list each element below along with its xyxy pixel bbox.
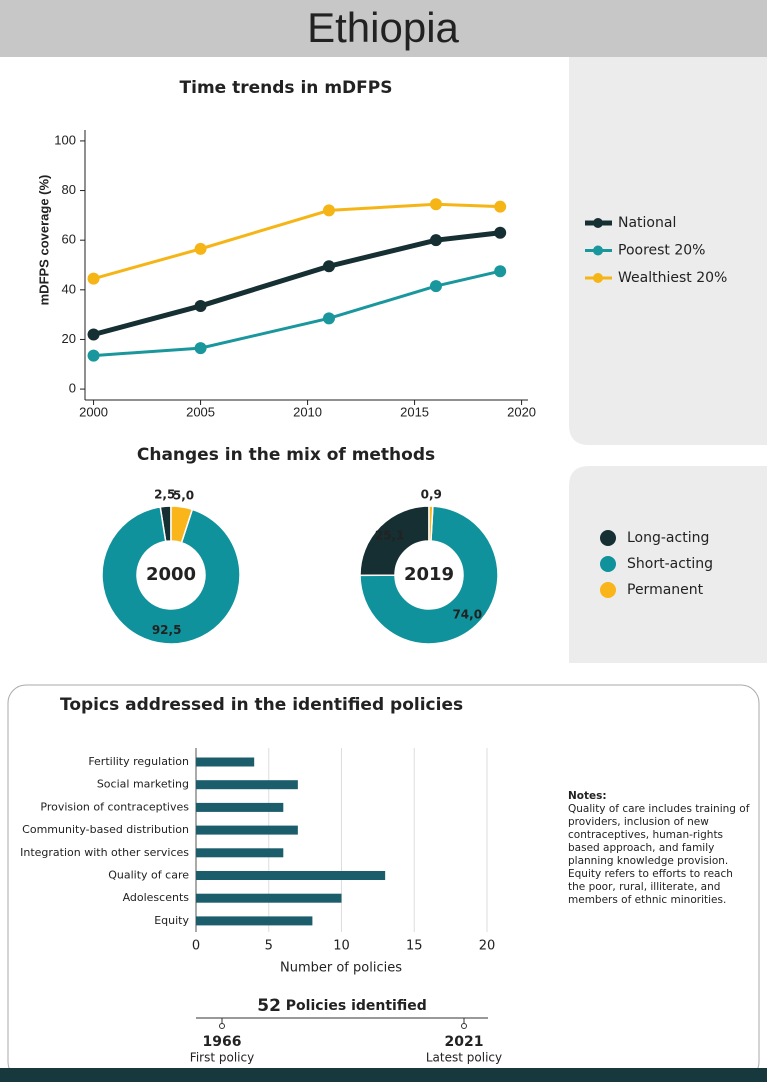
header-band bbox=[0, 0, 767, 57]
value-label: 92,5 bbox=[152, 623, 182, 637]
end-year: 2021 bbox=[445, 1034, 484, 1050]
y-tick-label: Provision of contraceptives bbox=[40, 800, 189, 813]
y-tick-label: Adolescents bbox=[123, 891, 190, 904]
y-tick-label: 100 bbox=[54, 132, 76, 147]
legend-panel bbox=[569, 57, 767, 445]
y-tick-label: Fertility regulation bbox=[88, 755, 189, 768]
end-label: Latest policy bbox=[426, 1051, 502, 1065]
legend-label: National bbox=[618, 215, 676, 231]
footer-band bbox=[0, 1068, 767, 1082]
count-label: Policies identified bbox=[286, 998, 427, 1014]
chart-title: Changes in the mix of methods bbox=[137, 445, 435, 465]
x-tick-label: 5 bbox=[265, 939, 273, 954]
legend-swatch-dot bbox=[593, 218, 603, 228]
timeline-dot bbox=[461, 1023, 467, 1029]
start-label: First policy bbox=[190, 1051, 254, 1065]
pie-segment bbox=[170, 505, 194, 544]
bar bbox=[196, 871, 386, 880]
x-tick-label: 0 bbox=[192, 939, 200, 954]
notes: Notes: Quality of care includes training… bbox=[568, 790, 753, 907]
bar bbox=[196, 848, 284, 858]
center-label: 2000 bbox=[146, 564, 196, 585]
y-tick-label: Community-based distribution bbox=[22, 823, 189, 836]
pie-segment bbox=[428, 505, 434, 542]
data-point bbox=[429, 198, 442, 211]
data-point bbox=[494, 265, 507, 278]
legend-swatch bbox=[600, 556, 616, 572]
policy-count: 52 Policies identified bbox=[257, 996, 427, 1016]
data-point bbox=[429, 234, 442, 247]
x-tick-label: 2010 bbox=[293, 404, 322, 419]
x-tick-label: 2005 bbox=[186, 404, 215, 419]
y-tick-label: Quality of care bbox=[108, 869, 189, 882]
pie-segment bbox=[359, 505, 499, 645]
legend-label: Poorest 20% bbox=[618, 243, 706, 259]
bar bbox=[196, 893, 342, 903]
x-tick-label: 15 bbox=[406, 939, 423, 954]
bar bbox=[196, 916, 313, 926]
pie-segment bbox=[101, 505, 241, 645]
data-point bbox=[429, 280, 442, 293]
start-year: 1966 bbox=[203, 1034, 242, 1050]
value-label: 2,5 bbox=[154, 488, 175, 502]
y-tick-label: Integration with other services bbox=[20, 846, 189, 859]
legend-swatch bbox=[600, 530, 616, 546]
legend-label: Short-acting bbox=[627, 556, 713, 572]
bar bbox=[196, 802, 284, 812]
chart-title: Time trends in mDFPS bbox=[180, 78, 393, 98]
y-tick-label: 80 bbox=[62, 182, 76, 197]
bar bbox=[196, 825, 298, 835]
legend-swatch bbox=[600, 582, 616, 598]
legend-label: Long-acting bbox=[627, 530, 709, 546]
y-tick-label: 40 bbox=[62, 281, 76, 296]
value-label: 74,0 bbox=[452, 608, 482, 622]
data-point bbox=[194, 242, 207, 255]
notes-heading: Notes: bbox=[568, 790, 607, 802]
timeline-dot bbox=[219, 1023, 225, 1029]
value-label: 5,0 bbox=[173, 488, 194, 502]
value-label: 25,1 bbox=[375, 528, 405, 542]
x-tick-label: 2000 bbox=[79, 404, 108, 419]
y-tick-label: Equity bbox=[154, 914, 189, 927]
legend-label: Wealthiest 20% bbox=[618, 270, 727, 286]
count: 52 bbox=[257, 996, 281, 1016]
legend-swatch-dot bbox=[593, 245, 603, 256]
legend-label: Permanent bbox=[627, 582, 704, 598]
data-point bbox=[322, 204, 335, 217]
chart-title: Topics addressed in the identified polic… bbox=[60, 695, 463, 715]
x-tick-label: 20 bbox=[479, 939, 496, 954]
y-axis-label: mDFPS coverage (%) bbox=[36, 175, 51, 306]
data-point bbox=[194, 342, 207, 355]
y-tick-label: 0 bbox=[69, 381, 76, 396]
data-point bbox=[322, 260, 335, 273]
data-point bbox=[494, 226, 507, 239]
value-label: 0,9 bbox=[421, 488, 442, 502]
center-label: 2019 bbox=[404, 564, 454, 585]
page-title: Ethiopia bbox=[307, 4, 459, 51]
bar bbox=[196, 780, 298, 790]
y-tick-label: 20 bbox=[62, 331, 76, 346]
data-point bbox=[87, 328, 100, 341]
y-tick-label: 60 bbox=[62, 232, 76, 247]
note: Equity refers to efforts to reach the po… bbox=[568, 868, 733, 906]
bar bbox=[196, 757, 255, 767]
x-tick-label: 2020 bbox=[507, 404, 536, 419]
legend-panel bbox=[569, 466, 767, 663]
x-tick-label: 2015 bbox=[400, 404, 429, 419]
y-tick-label: Social marketing bbox=[97, 778, 189, 791]
data-point bbox=[494, 200, 507, 213]
note: Quality of care includes training of pro… bbox=[568, 803, 750, 867]
x-axis-label: Number of policies bbox=[280, 961, 402, 976]
data-point bbox=[87, 272, 100, 285]
legend-swatch-dot bbox=[593, 273, 603, 283]
data-point bbox=[322, 312, 335, 325]
data-point bbox=[87, 349, 100, 362]
data-point bbox=[194, 299, 207, 312]
x-tick-label: 10 bbox=[333, 939, 350, 954]
